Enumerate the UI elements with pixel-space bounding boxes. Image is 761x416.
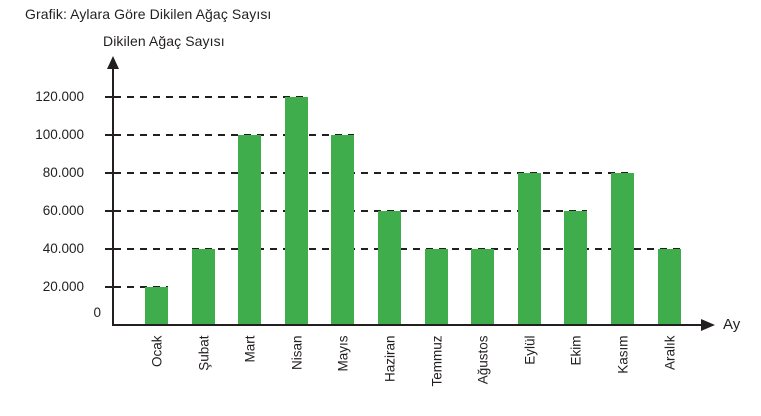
y-axis-title: Dikilen Ağaç Sayısı bbox=[103, 33, 225, 49]
bar-haziran bbox=[378, 211, 401, 325]
y-axis-arrow-icon bbox=[107, 56, 119, 69]
gridline-20000 bbox=[114, 286, 168, 288]
bar-ağustos bbox=[471, 249, 494, 325]
x-category-label: Nisan bbox=[289, 335, 304, 371]
bar-aralık bbox=[658, 249, 681, 325]
x-axis-line bbox=[112, 324, 702, 326]
y-tick-label-0: 0 bbox=[93, 305, 101, 320]
x-axis-title: Ay bbox=[723, 316, 741, 333]
x-category-label: Mart bbox=[242, 335, 257, 363]
x-category-label: Haziran bbox=[382, 335, 397, 383]
y-tick-label: 40.000 bbox=[42, 241, 84, 256]
y-tick-label: 80.000 bbox=[42, 165, 84, 180]
gridline-100000 bbox=[114, 134, 354, 136]
bar-kasım bbox=[611, 173, 634, 325]
bar-mart bbox=[238, 135, 261, 325]
bar-ocak bbox=[145, 287, 168, 325]
bar-mayıs bbox=[331, 135, 354, 325]
gridline-120000 bbox=[114, 96, 308, 98]
y-tick-label: 120.000 bbox=[35, 89, 84, 104]
x-category-label: Temmuz bbox=[429, 335, 444, 387]
bar-şubat bbox=[192, 249, 215, 325]
chart-title: Grafik: Aylara Göre Dikilen Ağaç Sayısı bbox=[25, 6, 272, 22]
bar-temmuz bbox=[425, 249, 448, 325]
bar-nisan bbox=[285, 97, 308, 325]
y-tick-label: 100.000 bbox=[35, 127, 84, 142]
x-category-label: Aralık bbox=[662, 335, 677, 371]
x-category-label: Mayıs bbox=[335, 335, 350, 372]
y-tick-label: 60.000 bbox=[42, 203, 84, 218]
gridline-80000 bbox=[114, 172, 634, 174]
x-category-label: Ekim bbox=[568, 335, 583, 366]
x-category-label: Kasım bbox=[615, 335, 630, 374]
x-axis-arrow-icon bbox=[701, 319, 715, 331]
x-category-label: Ağustos bbox=[475, 335, 490, 385]
x-category-label: Şubat bbox=[196, 335, 211, 371]
x-category-label: Eylül bbox=[522, 335, 537, 365]
y-axis-line bbox=[112, 68, 114, 326]
bar-ekim bbox=[564, 211, 587, 325]
bar-eylül bbox=[518, 173, 541, 325]
y-tick-label: 20.000 bbox=[42, 279, 84, 294]
x-category-label: Ocak bbox=[149, 335, 164, 368]
